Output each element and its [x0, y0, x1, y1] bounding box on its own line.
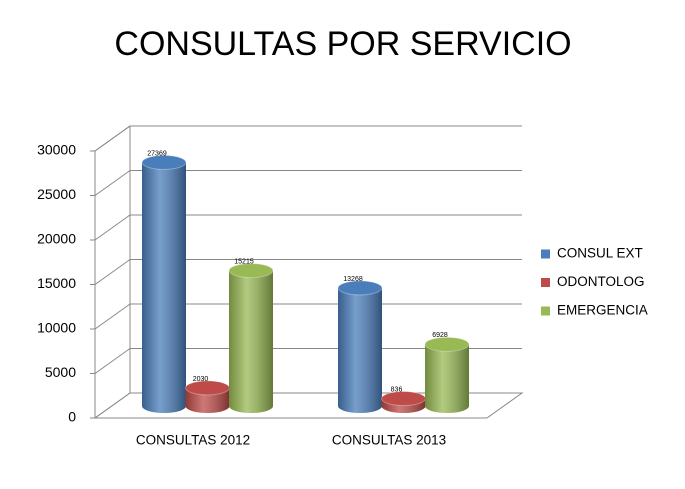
legend-swatch	[541, 306, 550, 316]
bar-top	[381, 391, 426, 407]
grid-line	[94, 259, 522, 285]
y-tick-label: 20000	[37, 231, 76, 247]
y-tick-label: 30000	[37, 142, 76, 158]
data-label: 2030	[193, 376, 209, 383]
grid-line	[94, 348, 522, 374]
y-tick-label: 0	[68, 409, 76, 425]
bar-top	[337, 280, 383, 296]
data-label: 6928	[432, 332, 448, 339]
bar-top	[185, 380, 230, 396]
data-label: 27369	[147, 150, 167, 157]
bar-shade	[185, 387, 230, 414]
x-tick-label: CONSULTAS 2013	[332, 433, 446, 448]
bar-shade	[229, 270, 273, 413]
legend-label: CONSUL EXT	[557, 246, 643, 261]
legend-swatch	[541, 278, 550, 287]
y-tick-label: 25000	[37, 186, 76, 202]
legend-label: ODONTOLOG	[557, 274, 645, 289]
chart-title: CONSULTAS POR SERVICIO	[114, 25, 571, 63]
y-tick-label: 5000	[45, 364, 76, 380]
data-label: 15215	[234, 258, 254, 265]
grid-line	[94, 170, 522, 196]
bar-top	[141, 154, 187, 170]
y-tick-label: 10000	[37, 320, 76, 336]
data-label: 836	[391, 386, 403, 393]
legend-label: EMERGENCIA	[557, 303, 648, 318]
grid-line	[94, 214, 522, 241]
legend-swatch	[541, 249, 550, 259]
y-tick-label: 15000	[37, 275, 76, 291]
bar-top	[228, 263, 274, 279]
grid-line	[94, 303, 522, 330]
data-label: 13268	[343, 276, 363, 283]
bar-shade	[338, 287, 382, 413]
bar-shade	[425, 344, 469, 413]
bar-top	[424, 336, 470, 352]
grid-line	[94, 125, 522, 152]
x-tick-label: CONSULTAS 2012	[136, 433, 250, 448]
bar-shade	[142, 162, 186, 413]
